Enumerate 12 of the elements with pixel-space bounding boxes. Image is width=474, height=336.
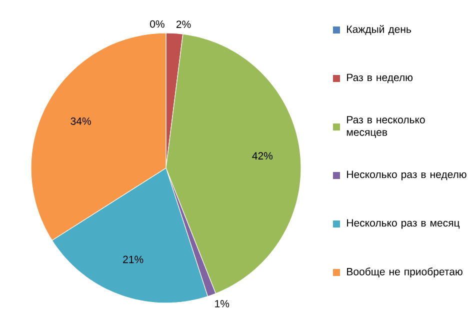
data-label: 42% <box>252 152 273 160</box>
data-label: 21% <box>123 256 144 264</box>
data-label: 34% <box>70 117 91 125</box>
text: 0% <box>150 20 164 28</box>
data-label: 1% <box>215 300 230 308</box>
legend-label: Несколько раз в месяц <box>347 219 460 229</box>
legend-label: Вообще не приобретаю <box>347 268 462 278</box>
legend-label: Несколько раз в неделю <box>347 170 466 180</box>
legend-label: Раз в несколько месяцев <box>346 116 425 138</box>
legend-label: Каждый день <box>347 25 412 35</box>
data-label: 2% <box>176 20 191 28</box>
legend-label: Раз в неделю <box>347 74 413 84</box>
